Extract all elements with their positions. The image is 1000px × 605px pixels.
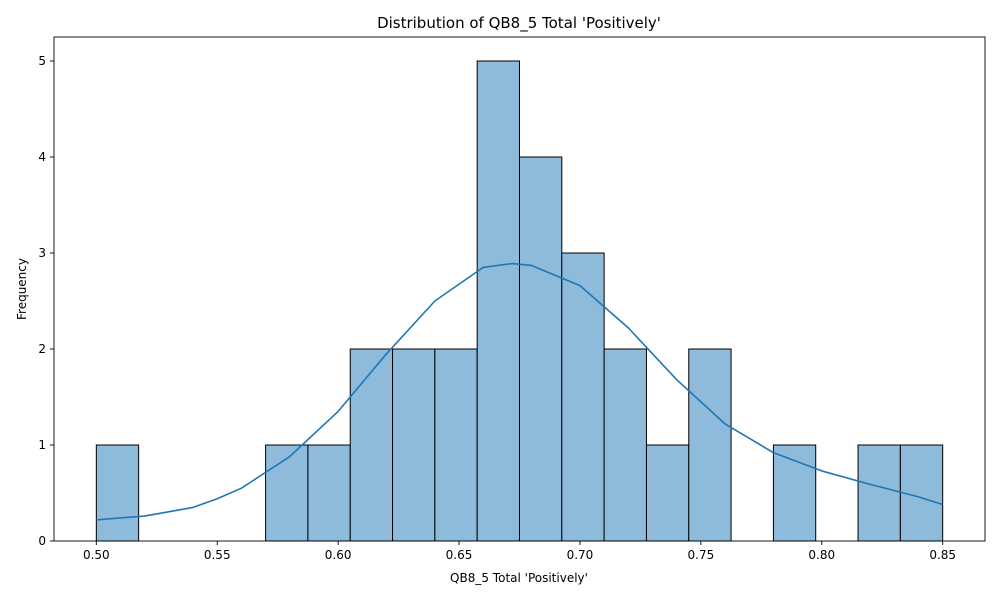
y-tick-label: 4 [38,150,46,164]
x-tick-label: 0.70 [567,548,594,562]
histogram-bar [476,60,521,542]
y-tick-label: 1 [38,438,46,452]
histogram-bar [561,252,605,542]
histogram-bar [899,444,944,542]
y-axis-label: Frequency [15,258,29,320]
x-tick-label: 0.55 [204,548,231,562]
histogram-bar [645,444,690,542]
x-tick-label: 0.60 [325,548,352,562]
y-tick-label: 2 [38,342,46,356]
x-tick-label: 0.65 [446,548,473,562]
histogram-bar [688,348,732,542]
y-axis-ticks: 0 1 2 3 4 5 [38,54,54,548]
x-tick-label: 0.85 [929,548,956,562]
plot-area [95,60,944,542]
histogram-bar [857,444,901,542]
kde-line [96,262,943,521]
histogram-bar [95,444,140,542]
histogram-bar [772,444,817,542]
axes-frame [53,36,986,542]
x-tick-label: 0.80 [808,548,835,562]
y-tick-label: 5 [38,54,46,68]
y-tick-label: 3 [38,246,46,260]
histogram-bar [307,444,351,542]
histogram-bar [519,156,563,542]
histogram-bar [603,348,647,542]
chart-title: Distribution of QB8_5 Total 'Positively' [377,14,661,33]
histogram-bar [265,444,309,542]
x-axis-label: QB8_5 Total 'Positively' [450,571,588,585]
histogram-bar [392,348,436,542]
y-tick-label: 0 [38,534,46,548]
x-tick-label: 0.50 [83,548,110,562]
histogram-bar [349,348,394,542]
histogram-bar [434,348,478,542]
x-axis-ticks: 0.50 0.55 0.60 0.65 0.70 0.75 0.80 0.85 [83,541,956,562]
x-tick-label: 0.75 [688,548,715,562]
